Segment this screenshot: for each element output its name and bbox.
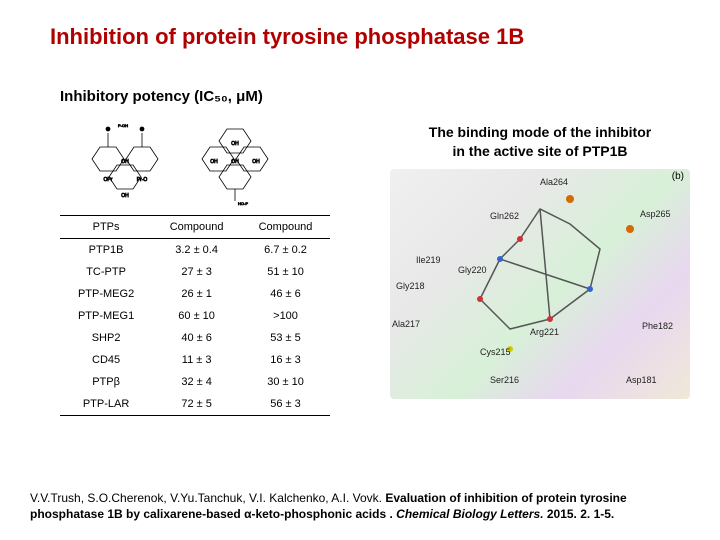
left-column: OH OPr Pr-O OH P-OH OH <box>60 113 340 416</box>
svg-text:OPr: OPr <box>104 177 113 183</box>
ic50-table: PTPs Compound Compound PTP1B3.2 ± 0.46.7… <box>60 215 330 416</box>
svg-text:OH: OH <box>210 159 218 165</box>
table-cell: 6.7 ± 0.2 <box>241 239 330 262</box>
binding-mode-title: The binding mode of the inhibitor in the… <box>370 123 710 161</box>
col-header: Compound <box>241 216 330 239</box>
svg-text:HO-P: HO-P <box>238 201 248 206</box>
residue-label: Asp265 <box>640 209 671 219</box>
subtitle: Inhibitory potency (IC₅₀, μM) <box>0 50 720 105</box>
residue-label: Cys215 <box>480 347 511 357</box>
svg-text:OH: OH <box>121 193 129 199</box>
residue-label: Gln262 <box>490 211 519 221</box>
residue-label: Ala217 <box>392 319 420 329</box>
table-cell: >100 <box>241 305 330 327</box>
table-cell: PTPβ <box>60 371 152 393</box>
svg-text:P-OH: P-OH <box>118 123 128 128</box>
table-row: PTP-MEG226 ± 146 ± 6 <box>60 283 330 305</box>
table-cell: 40 ± 6 <box>152 327 241 349</box>
table-cell: 60 ± 10 <box>152 305 241 327</box>
table-row: PTP1B3.2 ± 0.46.7 ± 0.2 <box>60 239 330 262</box>
residue-label: Ile219 <box>416 255 441 265</box>
citation: V.V.Trush, S.O.Cherenok, V.Yu.Tanchuk, V… <box>30 490 690 522</box>
table-row: SHP240 ± 653 ± 5 <box>60 327 330 349</box>
table-cell: PTP1B <box>60 239 152 262</box>
table-cell: PTP-MEG2 <box>60 283 152 305</box>
binding-title-line2: in the active site of PTP1B <box>452 143 627 159</box>
col-header: PTPs <box>60 216 152 239</box>
table-cell: PTP-LAR <box>60 393 152 416</box>
table-cell: 56 ± 3 <box>241 393 330 416</box>
table-cell: CD45 <box>60 349 152 371</box>
table-cell: 26 ± 1 <box>152 283 241 305</box>
table-cell: 27 ± 3 <box>152 261 241 283</box>
compound-structure-1: OH OPr Pr-O OH P-OH <box>80 119 170 209</box>
residue-label: Gly218 <box>396 281 425 291</box>
slide-title: Inhibition of protein tyrosine phosphata… <box>0 0 720 50</box>
col-header: Compound <box>152 216 241 239</box>
table-row: TC-PTP27 ± 351 ± 10 <box>60 261 330 283</box>
structure-row: OH OPr Pr-O OH P-OH OH <box>60 113 340 213</box>
table-row: PTP-MEG160 ± 10>100 <box>60 305 330 327</box>
table-cell: 32 ± 4 <box>152 371 241 393</box>
citation-journal: Chemical Biology Letters. <box>396 507 543 521</box>
compound-structure-2: OH OH OH OH HO-P <box>190 119 280 209</box>
residue-label: Gly220 <box>458 265 487 275</box>
svg-text:OH: OH <box>252 159 260 165</box>
residue-label: Ser216 <box>490 375 519 385</box>
residue-label: Asp181 <box>626 375 657 385</box>
svg-text:OH: OH <box>121 159 129 165</box>
table-cell: 53 ± 5 <box>241 327 330 349</box>
binding-mode-figure: (b) Ala264Gln262Asp265Ile219Gly220Gly218… <box>390 169 690 399</box>
table-cell: 16 ± 3 <box>241 349 330 371</box>
table-cell: 3.2 ± 0.4 <box>152 239 241 262</box>
table-cell: PTP-MEG1 <box>60 305 152 327</box>
citation-year: 2015. 2. 1-5. <box>544 507 615 521</box>
svg-text:OH: OH <box>231 141 239 147</box>
table-row: CD4511 ± 316 ± 3 <box>60 349 330 371</box>
table-cell: 46 ± 6 <box>241 283 330 305</box>
citation-authors: V.V.Trush, S.O.Cherenok, V.Yu.Tanchuk, V… <box>30 491 382 505</box>
table-cell: SHP2 <box>60 327 152 349</box>
table-cell: 11 ± 3 <box>152 349 241 371</box>
table-cell: 72 ± 5 <box>152 393 241 416</box>
residue-label: Ala264 <box>540 177 568 187</box>
table-row: PTP-LAR72 ± 556 ± 3 <box>60 393 330 416</box>
table-row: PTPβ32 ± 430 ± 10 <box>60 371 330 393</box>
binding-title-line1: The binding mode of the inhibitor <box>429 124 651 140</box>
content-area: OH OPr Pr-O OH P-OH OH <box>0 105 720 416</box>
table-cell: TC-PTP <box>60 261 152 283</box>
residue-label: Arg221 <box>530 327 559 337</box>
table-cell: 51 ± 10 <box>241 261 330 283</box>
table-cell: 30 ± 10 <box>241 371 330 393</box>
residue-label: Phe182 <box>642 321 673 331</box>
right-column: The binding mode of the inhibitor in the… <box>340 113 720 399</box>
svg-text:Pr-O: Pr-O <box>137 177 148 183</box>
svg-text:OH: OH <box>231 159 239 165</box>
